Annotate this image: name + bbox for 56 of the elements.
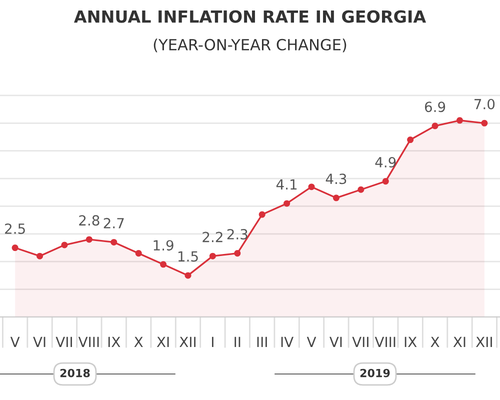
x-tick-label: VIII [374,336,396,347]
point [284,200,290,207]
point [234,250,241,257]
x-tick-label: V [10,336,20,347]
x-tick-label: VII [56,336,72,347]
data-label: 2.3 [227,229,248,240]
point [184,272,192,279]
x-tick-label: I [212,336,214,347]
x-tick-label: X [430,336,440,347]
x-tick-label: XII [476,336,492,347]
point [61,242,68,248]
point [332,194,340,202]
data-label: 1.5 [178,251,198,262]
x-tick-label: X [134,336,143,347]
x-tick-label: XI [453,336,466,347]
x-tick-label: XII [180,336,196,347]
point [135,250,142,257]
point [432,122,438,130]
data-label: 4.3 [326,174,346,184]
x-tick-label: IX [108,336,120,347]
x-tick-label: XI [156,336,169,347]
point [86,236,92,243]
point [358,186,364,193]
point [36,252,44,260]
x-tick-label: IX [404,336,417,347]
point [258,211,266,218]
x-tick-label: II [234,336,240,347]
data-label: 6.9 [424,102,446,112]
x-tick-label: V [306,336,316,347]
point [481,120,488,126]
point [209,252,216,260]
point [110,238,118,246]
x-tick-label: VI [330,336,342,347]
text: 2019 [360,368,390,378]
chart-title: ANNUAL INFLATION RATE IN GEORGIA [74,10,426,23]
data-label: 2.7 [104,218,124,228]
text: 2018 [60,368,90,378]
data-label: 2.2 [202,232,222,242]
data-label: 4.9 [375,157,396,168]
x-tick-label: VII [352,336,368,347]
data-label: 1.9 [154,240,174,251]
point [160,261,167,268]
data-label: 2.5 [5,223,25,234]
chart-subtitle: (YEAR-ON-YEAR CHANGE) [154,38,346,52]
point [382,178,389,185]
data-label: 4.1 [276,179,297,190]
point [456,117,463,124]
x-tick-label: III [257,336,267,347]
point [12,244,18,252]
data-label: 2.8 [79,215,100,226]
point [407,136,414,144]
x-tick-label: IV [281,336,294,347]
x-tick-label: VIII [78,336,99,347]
point [308,184,315,190]
x-tick-label: VI [33,336,46,347]
data-label: 7.0 [474,98,495,110]
